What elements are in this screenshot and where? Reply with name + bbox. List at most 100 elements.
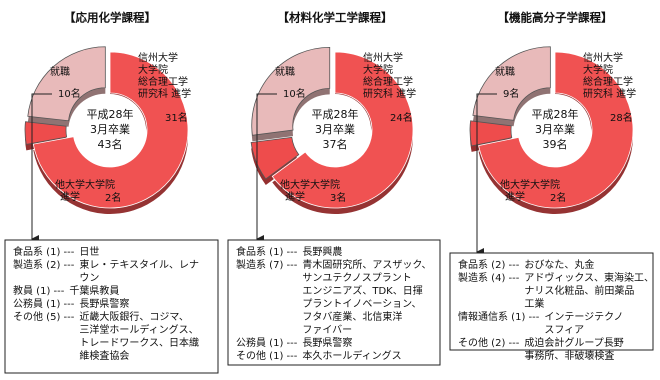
- value-label: 2名: [105, 191, 121, 204]
- value-label: 3名: [330, 191, 346, 204]
- employer-category: 教員 (1) ---: [13, 284, 65, 297]
- segment: [469, 120, 513, 147]
- employer-category: 食品系 (2) ---: [458, 258, 520, 271]
- employer-names: 三洋堂ホールディングス、: [79, 323, 198, 336]
- center-text: 3月卒業: [535, 122, 575, 136]
- value-label: 24名: [390, 111, 413, 124]
- employer-box: [4, 239, 219, 374]
- center-text: 平成28年: [87, 107, 134, 121]
- arrow: [256, 93, 277, 243]
- employer-category: 食品系 (1) ---: [236, 245, 298, 258]
- center-text: 37名: [323, 137, 348, 151]
- employer-category: その他 (2) ---: [458, 336, 520, 349]
- employer-category: 公務員 (1) ---: [13, 297, 75, 310]
- employer-names: 青木固研究所、アスザック、: [302, 258, 431, 271]
- employer-names: 長野興農: [302, 245, 342, 258]
- employer-box: [227, 239, 441, 366]
- employer-category: 公務員 (1) ---: [236, 336, 298, 349]
- segment-label: 大学院: [583, 63, 613, 76]
- center-text: 43名: [98, 137, 123, 151]
- employer-names: スフィア: [544, 325, 584, 336]
- employer-category: その他 (5) ---: [13, 310, 75, 323]
- value-label: 2名: [550, 191, 566, 204]
- segment-label: 進学: [60, 190, 80, 203]
- employer-category: その他 (1) ---: [236, 349, 298, 362]
- segment-label: 研究科 進学: [138, 87, 191, 100]
- center-hole: [519, 94, 591, 166]
- employer-names: 本久ホールディングス: [302, 349, 401, 362]
- employer-names: エンジニアズ、TDK、日揮: [302, 284, 422, 297]
- value-label: 10名: [58, 87, 81, 100]
- employer-box: [449, 252, 654, 351]
- value-label: 10名: [283, 87, 306, 100]
- employer-names: 工業: [524, 297, 544, 310]
- employer-names: フタバ産業、北信東洋: [302, 310, 402, 323]
- value-label: 28名: [610, 111, 633, 124]
- segment-label: 研究科 進学: [363, 87, 416, 100]
- segment-label: 就職: [495, 65, 515, 78]
- employer-names: トレードワークス、日本織: [79, 336, 199, 349]
- chart-title: 【材料化学工学課程】: [278, 11, 393, 25]
- segment-label: 他大学大学院: [280, 178, 340, 191]
- employer-names: ナリス化粧品、前田薬品: [524, 284, 634, 297]
- segment: [271, 51, 414, 209]
- segment-label: 研究科 進学: [583, 87, 636, 100]
- center-hole: [74, 94, 146, 166]
- center-text: 平成28年: [312, 107, 359, 121]
- arrow: [476, 93, 497, 256]
- segment-label: 信州大学: [583, 51, 623, 64]
- employer-names: 維検査協会: [79, 349, 129, 362]
- segment: [250, 136, 300, 180]
- segment-label: 進学: [505, 190, 525, 203]
- segment-label: 他大学大学院: [500, 178, 560, 191]
- employer-names: 成迫会計グループ長野: [524, 336, 623, 349]
- segment: [24, 121, 68, 145]
- employer-names: 日世: [79, 246, 99, 258]
- center-text: 39名: [543, 137, 568, 151]
- employer-category: 情報通信系 (1) ---: [458, 310, 540, 323]
- employer-names: 事務所、非破壊検査: [524, 349, 614, 362]
- employer-names: ファイバー: [302, 324, 352, 336]
- center-text: 3月卒業: [90, 122, 130, 136]
- employer-names: プラントイノベーション、: [302, 298, 421, 310]
- employer-category: 製造系 (4) ---: [458, 271, 520, 284]
- segment: [478, 51, 634, 209]
- employer-names: 千葉県教員: [69, 284, 119, 297]
- center-hole: [299, 94, 371, 166]
- segment: [32, 51, 189, 209]
- employer-category: 製造系 (7) ---: [236, 258, 298, 271]
- center-text: 平成28年: [532, 107, 579, 121]
- segment-label: 信州大学: [138, 51, 178, 64]
- employer-names: おびなた、丸金: [524, 258, 594, 271]
- employer-names: サンユテクノスプラント: [302, 272, 411, 284]
- segment: [27, 46, 106, 122]
- center-text: 3月卒業: [315, 122, 355, 136]
- employer-names: アドヴィックス、東海染工、: [524, 271, 654, 284]
- segment-label: 大学院: [363, 63, 393, 76]
- value-label: 31名: [165, 111, 188, 124]
- segment-label: 大学院: [138, 63, 168, 76]
- arrow: [31, 93, 52, 243]
- segment-label: 総合理工学: [583, 75, 633, 88]
- value-label: 9名: [503, 87, 519, 100]
- employer-category: 食品系 (1) ---: [13, 245, 75, 258]
- segment-label: 他大学大学院: [55, 178, 115, 191]
- segment-label: 総合理工学: [363, 75, 413, 88]
- employer-names: 長野県警察: [79, 297, 129, 310]
- chart-title: 【応用化学課程】: [64, 11, 156, 25]
- employer-names: 長野県警察: [302, 336, 352, 349]
- segment-label: 就職: [50, 65, 70, 78]
- employer-names: インテージテクノ: [544, 311, 623, 323]
- employer-names: 近畿大阪銀行、コジマ、: [79, 310, 189, 323]
- segment-label: 総合理工学: [138, 75, 188, 88]
- employer-category: 製造系 (2) ---: [13, 258, 75, 271]
- segment-label: 進学: [285, 190, 305, 203]
- chart-title: 【機能高分子学課程】: [498, 11, 613, 25]
- segment-label: 信州大学: [363, 51, 403, 64]
- employer-names: ウン: [79, 272, 99, 284]
- segment: [472, 46, 551, 121]
